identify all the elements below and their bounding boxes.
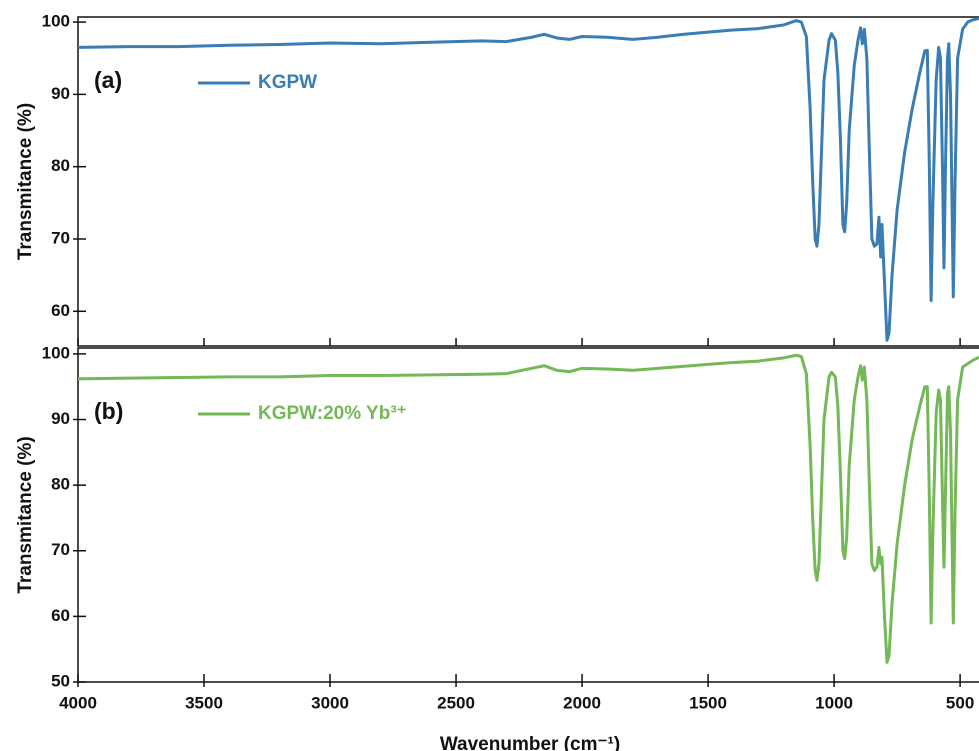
- x-tick-label: 4000: [59, 693, 97, 712]
- y-tick-label: 70: [51, 228, 70, 247]
- spectrum-line: [78, 17, 979, 342]
- plot-lines: [78, 17, 979, 342]
- plot-lines: [78, 353, 979, 664]
- panel-label: (a): [94, 67, 122, 93]
- x-tick-label: 3500: [185, 693, 223, 712]
- y-tick-label: 70: [51, 540, 70, 559]
- legend-label: KGPW:20% Yb³⁺: [258, 403, 407, 424]
- y-tick-label: 80: [51, 156, 70, 175]
- x-tick-label: 3000: [311, 693, 349, 712]
- plot-frame: [77, 16, 979, 347]
- x-tick-label: 2500: [437, 693, 475, 712]
- x-tick-label: 1500: [689, 693, 727, 712]
- y-tick-label: 90: [51, 84, 70, 103]
- y-tick-label: 100: [42, 343, 70, 362]
- plot-frame: [77, 347, 979, 683]
- y-tick-label: 60: [51, 301, 70, 320]
- x-tick-label: 2000: [563, 693, 601, 712]
- y-tick-label: 80: [51, 475, 70, 494]
- y-tick-label: 90: [51, 409, 70, 428]
- spectrum-line: [78, 353, 979, 664]
- legend-label: KGPW: [258, 72, 317, 93]
- x-tick-label: 1000: [815, 693, 853, 712]
- y-tick-label: 50: [51, 671, 70, 690]
- panel-label: (b): [94, 398, 123, 424]
- y-tick-label: 60: [51, 606, 70, 625]
- y-axis-title: Transmitance (%): [15, 103, 36, 260]
- y-axis-title: Transmitance (%): [15, 436, 36, 593]
- x-tick-label: 500: [946, 693, 974, 712]
- y-tick-label: 100: [42, 12, 70, 31]
- x-axis-title: Wavenumber (cm⁻¹): [440, 734, 620, 751]
